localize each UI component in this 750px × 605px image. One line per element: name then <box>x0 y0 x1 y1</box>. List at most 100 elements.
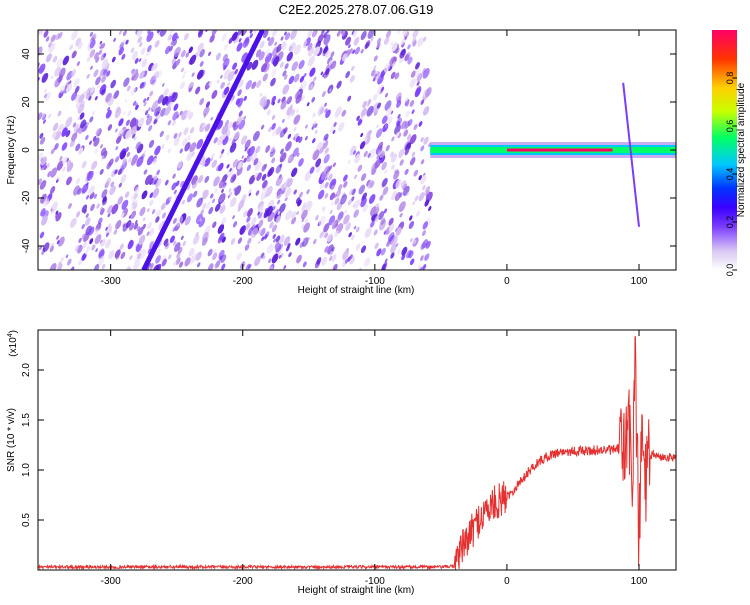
noise-speck <box>156 169 161 176</box>
noise-speck <box>51 201 58 211</box>
noise-speck <box>170 40 174 46</box>
noise-speck <box>247 208 253 217</box>
noise-speck <box>186 193 194 203</box>
noise-speck <box>196 262 201 268</box>
noise-speck <box>340 194 348 205</box>
noise-speck <box>220 74 223 79</box>
noise-speck <box>123 77 130 88</box>
noise-speck <box>384 124 388 128</box>
noise-speck <box>244 244 248 249</box>
noise-speck <box>133 259 141 270</box>
noise-speck <box>146 31 154 43</box>
noise-speck <box>423 136 429 145</box>
noise-speck <box>387 232 395 243</box>
noise-speck <box>242 37 250 48</box>
noise-speck <box>172 120 176 126</box>
noise-speck <box>101 189 108 199</box>
noise-speck <box>324 193 329 199</box>
noise-speck <box>229 142 237 153</box>
noise-speck <box>348 44 351 49</box>
noise-speck <box>121 199 129 210</box>
noise-speck <box>388 217 394 226</box>
noise-speck <box>156 248 161 256</box>
noise-speck <box>243 95 247 102</box>
y-tick-label: 20 <box>21 96 32 108</box>
noise-speck <box>251 59 259 70</box>
noise-speck <box>133 223 139 230</box>
figure-title: C2E2.2025.278.07.06.G19 <box>279 2 434 17</box>
noise-speck <box>306 189 310 195</box>
noise-speck <box>264 231 270 239</box>
noise-speck <box>331 221 335 227</box>
noise-speck <box>307 55 315 67</box>
noise-speck <box>277 199 281 205</box>
noise-speck <box>279 61 284 68</box>
noise-speck <box>368 193 376 204</box>
noise-speck <box>71 50 77 59</box>
noise-speck <box>246 61 253 71</box>
noise-speck <box>88 226 95 236</box>
noise-speck <box>39 180 47 190</box>
noise-speck <box>394 124 401 135</box>
noise-speck <box>297 199 302 207</box>
noise-speck <box>165 134 170 141</box>
noise-speck <box>113 229 118 235</box>
noise-speck <box>214 203 221 212</box>
noise-speck <box>325 68 330 76</box>
noise-speck <box>204 123 211 132</box>
noise-speck <box>111 56 116 63</box>
noise-speck <box>379 150 385 159</box>
noise-speck <box>257 211 260 216</box>
noise-speck <box>349 254 353 260</box>
noise-speck <box>303 40 308 46</box>
noise-speck <box>229 137 233 143</box>
noise-speck <box>258 51 265 61</box>
noise-speck <box>181 199 185 205</box>
noise-speck <box>131 133 136 139</box>
noise-speck <box>90 86 95 94</box>
noise-speck <box>152 187 160 199</box>
noise-speck <box>381 115 388 124</box>
noise-speck <box>353 150 356 155</box>
noise-speck <box>197 175 204 184</box>
noise-speck <box>217 224 225 234</box>
noise-speck <box>422 264 427 270</box>
noise-speck <box>57 110 62 117</box>
noise-speck <box>209 34 215 43</box>
noise-speck <box>284 187 292 198</box>
noise-speck <box>295 237 301 246</box>
noise-speck <box>100 238 106 247</box>
noise-speck <box>202 161 206 167</box>
noise-speck <box>270 145 275 153</box>
noise-speck <box>278 254 282 259</box>
noise-speck <box>425 87 432 98</box>
noise-speck <box>424 187 430 196</box>
noise-speck <box>229 168 232 172</box>
noise-speck <box>76 61 81 67</box>
noise-speck <box>298 158 304 167</box>
noise-speck <box>420 255 424 261</box>
noise-speck <box>322 73 325 78</box>
noise-speck <box>143 150 147 155</box>
noise-speck <box>135 141 141 150</box>
noise-speck <box>420 99 425 105</box>
noise-speck <box>349 188 354 196</box>
noise-speck <box>288 252 292 258</box>
noise-speck <box>401 246 408 256</box>
noise-speck <box>152 157 158 165</box>
noise-speck <box>360 197 367 208</box>
noise-speck <box>65 116 73 128</box>
noise-speck <box>98 49 103 56</box>
noise-speck <box>142 217 146 222</box>
noise-speck <box>422 221 429 230</box>
noise-speck <box>367 98 371 104</box>
noise-speck <box>191 72 195 77</box>
noise-speck <box>56 235 60 240</box>
noise-speck <box>269 221 274 229</box>
noise-speck <box>65 129 71 138</box>
noise-speck <box>119 128 124 135</box>
noise-speck <box>322 140 329 149</box>
noise-speck <box>318 215 326 226</box>
noise-speck <box>298 59 305 70</box>
noise-speck <box>126 85 131 92</box>
